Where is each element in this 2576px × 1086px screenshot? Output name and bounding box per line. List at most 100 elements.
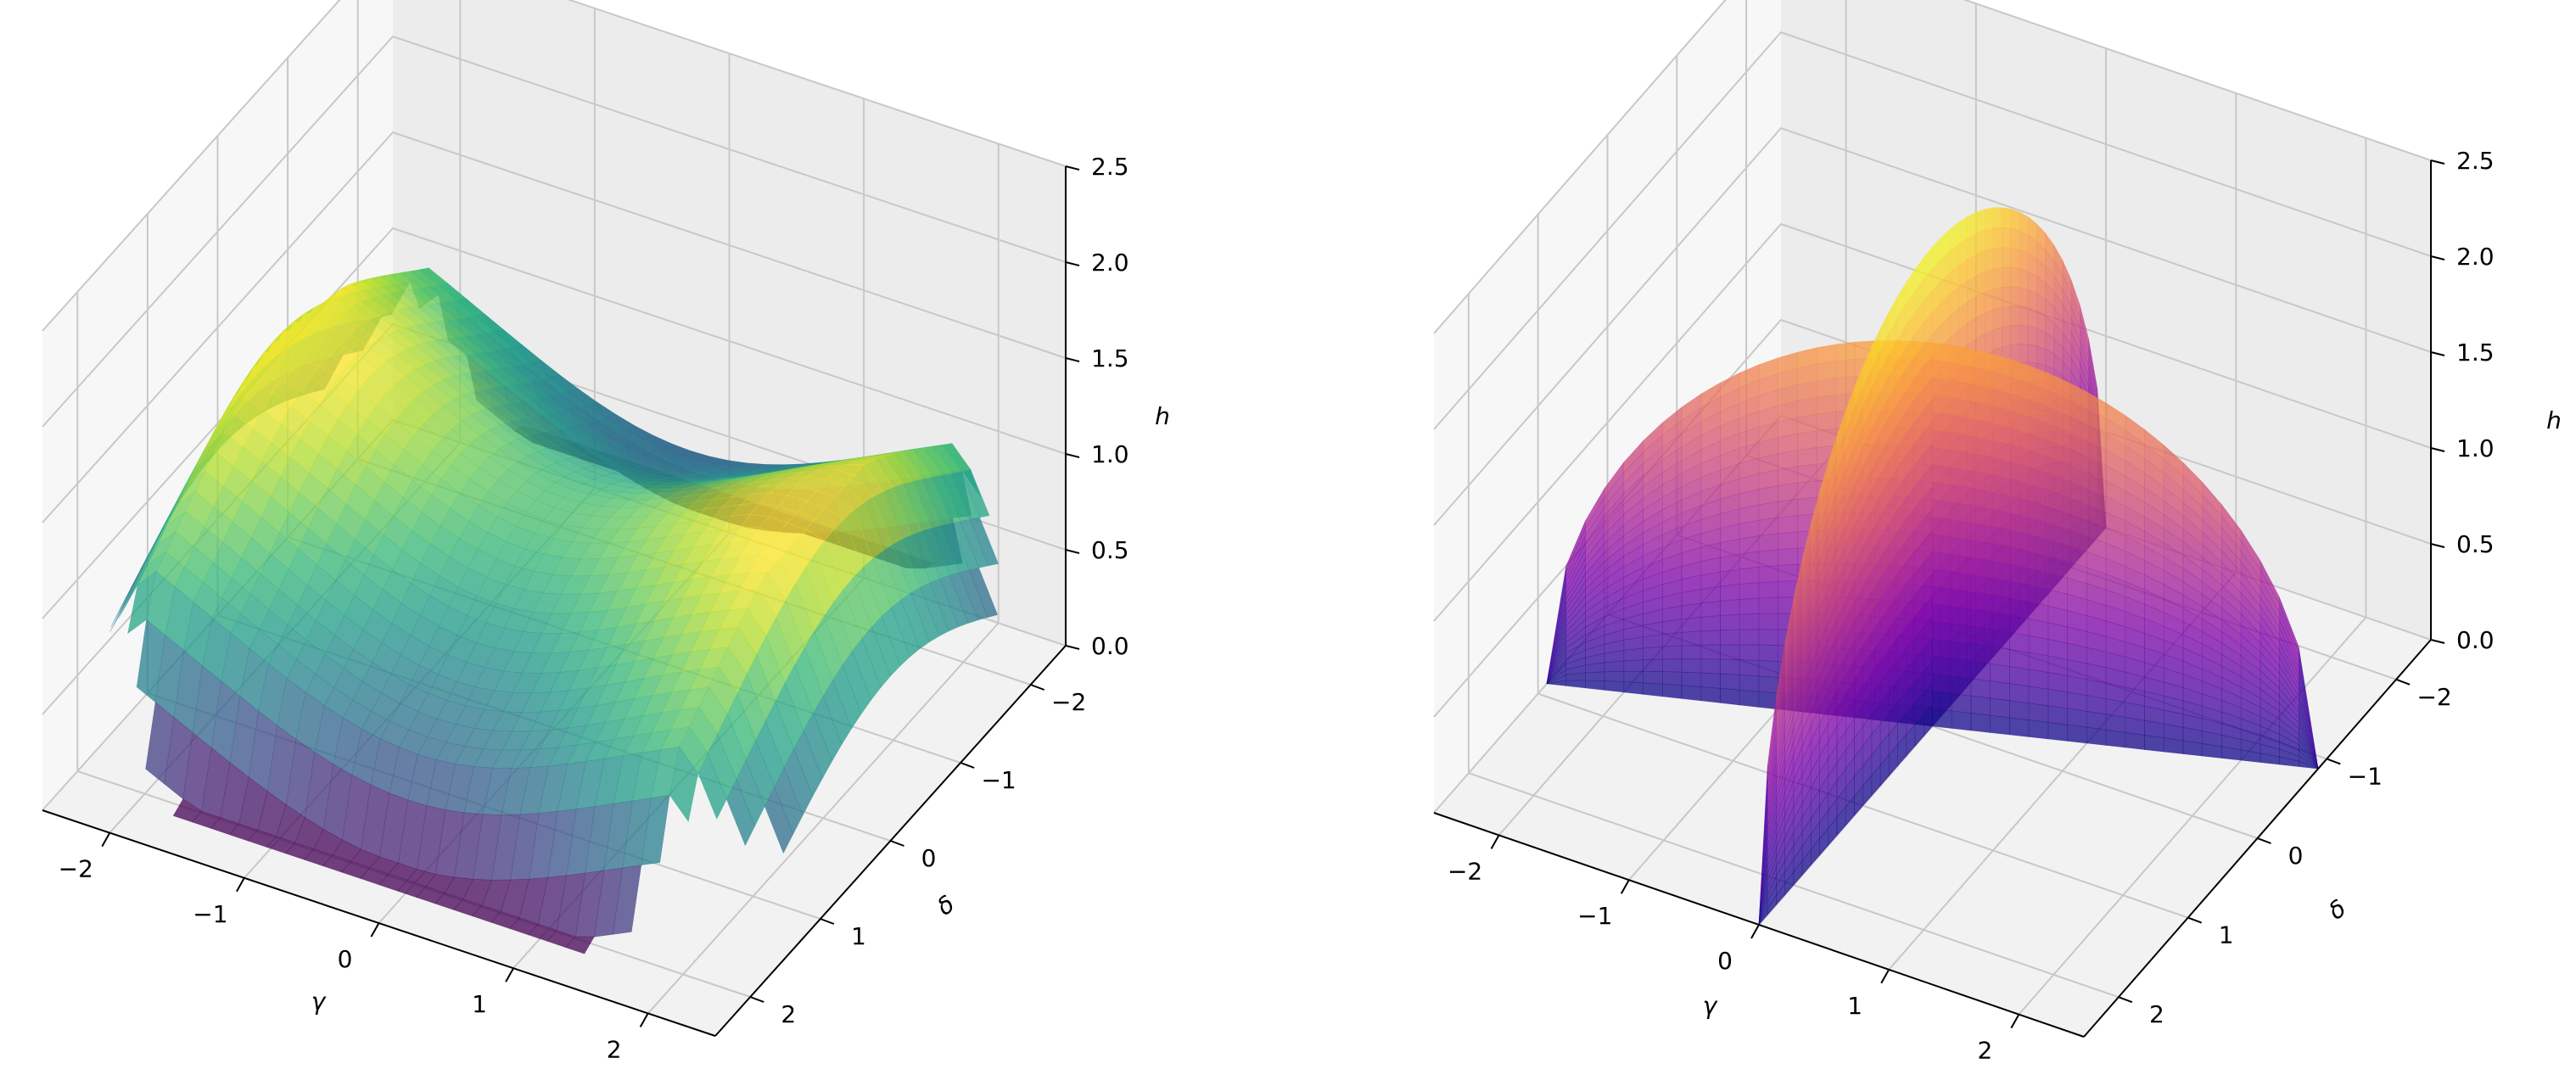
surface-facet <box>1643 682 1663 697</box>
z-tick <box>1065 261 1080 266</box>
surface-facet <box>396 880 427 898</box>
surface-facet <box>1990 594 2010 616</box>
surface-facet <box>1932 551 1952 573</box>
surface-facet <box>1932 429 1952 451</box>
surface-facet <box>1951 414 1972 436</box>
surface-facet <box>1720 644 1740 660</box>
surface-facet <box>2125 717 2145 736</box>
surface-facet <box>1951 658 1972 680</box>
surface-facet <box>2028 703 2049 723</box>
x-tick-label: 1 <box>1847 992 1862 1020</box>
x-tick-label: 0 <box>338 945 353 973</box>
surface-facet <box>1970 591 1991 613</box>
surface-facet <box>2009 700 2030 720</box>
surface-facet <box>2027 307 2037 329</box>
y-tick <box>2118 996 2133 1004</box>
surface-facet <box>1797 463 1817 484</box>
surface-facet <box>2047 688 2068 709</box>
surface-facet <box>1984 207 1994 231</box>
surface-facet <box>1970 643 1991 664</box>
surface-facet <box>1984 227 1994 252</box>
surface-facet <box>1700 672 1721 689</box>
surface-facet <box>1975 209 1985 234</box>
surface-facet <box>1970 660 1991 681</box>
surface-facet <box>1700 585 1721 604</box>
y-tick <box>960 762 975 769</box>
surface-facet <box>2002 207 2011 229</box>
surface-facet <box>2010 305 2020 327</box>
surface-facet <box>2009 717 2030 737</box>
x-tick <box>236 877 245 893</box>
z-tick-label: 1.5 <box>1091 344 1129 372</box>
surface-facet <box>1992 207 2002 229</box>
y-axis-label: δ <box>932 890 960 921</box>
x-axis-label: γ <box>311 988 327 1016</box>
surface-facet <box>1623 647 1644 662</box>
surface-facet <box>1970 557 1991 579</box>
surface-facet <box>2027 325 2037 346</box>
surface-facet <box>1681 602 1702 620</box>
surface-facet <box>1932 708 1952 729</box>
surface-facet <box>2067 724 2087 744</box>
gridline-z <box>1433 126 2432 526</box>
y-axis-label: δ <box>2323 894 2351 926</box>
surface-facet <box>1778 482 1798 502</box>
gridline-z <box>1433 0 2432 334</box>
gridline-z <box>1433 31 2432 430</box>
y-tick-label: 1 <box>851 922 866 950</box>
surface-facet <box>1739 689 1760 708</box>
surface-facet <box>1604 660 1625 673</box>
surface-facet <box>2002 325 2011 348</box>
y-tick-label: 2 <box>2149 1000 2164 1028</box>
surface-facet <box>1681 671 1702 687</box>
surface-facet <box>1778 515 1798 535</box>
gridline-z <box>42 131 1067 523</box>
y-tick <box>2187 916 2203 924</box>
surface-facet <box>1951 710 1972 731</box>
z-tick-label: 1.0 <box>2456 434 2495 462</box>
surface-facet <box>1990 629 2010 650</box>
surface-facet <box>1816 344 1837 365</box>
surface-facet <box>416 886 445 904</box>
surface-facet <box>1700 658 1721 675</box>
surface-facet <box>1992 327 2002 351</box>
surface-facet <box>1778 547 1798 566</box>
x-tick-label: 2 <box>607 1035 622 1063</box>
surface-facet <box>1951 449 1972 471</box>
surface-facet <box>2002 227 2011 249</box>
surface-facet <box>1970 608 1991 630</box>
x-tick-label: −2 <box>59 855 93 883</box>
surface-facet <box>565 936 595 954</box>
surface-facet <box>1758 613 1778 630</box>
surface-facet <box>1604 680 1625 693</box>
y-tick <box>820 918 835 925</box>
surface-facet <box>1951 432 1972 454</box>
surface-facet <box>2009 683 2030 704</box>
surface-facet <box>1720 599 1740 616</box>
surface-facet <box>1975 229 1985 255</box>
surface-facet <box>1990 611 2010 633</box>
surface-facet <box>266 836 296 854</box>
surface-facet <box>1932 360 1952 381</box>
surface-facet <box>1720 687 1740 706</box>
surface-facet <box>2009 666 2030 687</box>
surface-facet <box>1992 247 2002 270</box>
surface-facet <box>172 798 203 823</box>
surface-facet <box>1932 499 1952 520</box>
surface-facet <box>1970 574 1991 596</box>
surface-facet <box>1739 659 1760 677</box>
surface-facet <box>2010 324 2020 346</box>
surface-facet <box>1816 378 1837 398</box>
surface-facet <box>1739 675 1760 692</box>
surface-facet <box>1758 549 1778 568</box>
surface-facet <box>1623 681 1644 695</box>
surface-facet <box>1778 563 1798 582</box>
surface-facet <box>1662 671 1683 686</box>
surface-facet <box>1623 659 1644 672</box>
surface-facet <box>2086 695 2107 715</box>
x-tick-label: −1 <box>1577 902 1612 930</box>
surface-facet <box>2144 735 2164 753</box>
z-tick <box>2430 255 2445 260</box>
surface-facet <box>2019 287 2029 309</box>
surface-facet <box>2010 286 2020 307</box>
